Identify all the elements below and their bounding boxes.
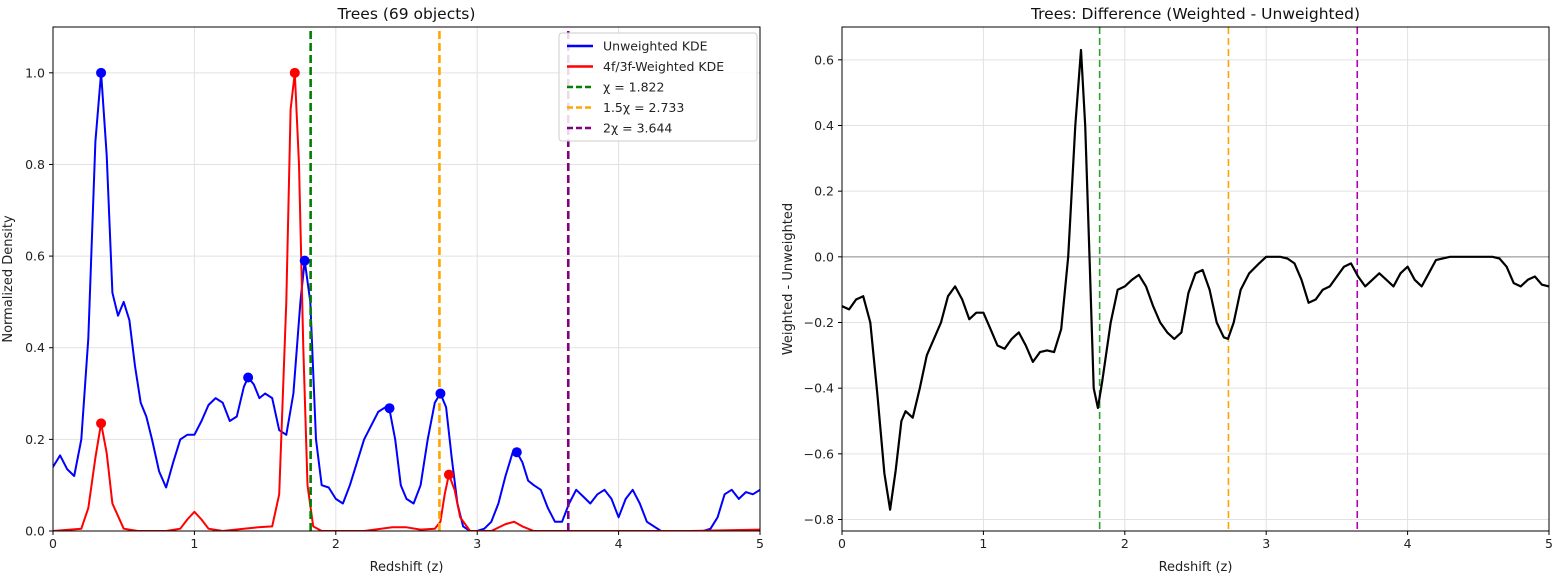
legend-label: Unweighted KDE [603, 39, 708, 54]
peak-marker [243, 372, 254, 383]
x-tick-label: 3 [1262, 536, 1270, 551]
y-tick-label: −0.2 [804, 315, 834, 330]
y-tick-label: 0.0 [814, 249, 834, 264]
y-tick-label: 0.8 [25, 157, 45, 172]
peak-marker [435, 388, 446, 399]
y-axis-label: Weighted - Unweighted [781, 203, 796, 355]
peak-marker [384, 403, 395, 414]
x-tick-label: 1 [190, 536, 198, 551]
series-line [842, 48, 1549, 511]
y-tick-label: 0.0 [25, 524, 45, 539]
y-axis-label: Normalized Density [1, 215, 16, 343]
y-tick-label: 0.4 [814, 118, 834, 133]
legend-label: 4f/3f-Weighted KDE [603, 59, 724, 74]
y-tick-label: 0.6 [814, 52, 834, 67]
peak-marker [96, 418, 107, 429]
legend-label: 1.5χ = 2.733 [603, 100, 684, 115]
x-tick-label: 5 [756, 536, 764, 551]
y-tick-label: 0.2 [25, 432, 45, 447]
x-tick-label: 3 [473, 536, 481, 551]
legend-label: 2χ = 3.644 [603, 121, 672, 136]
chart-left: 0 1 2 3 4 5 0.0 0.2 0.4 0.6 0.8 1.0 Trees (69 object… [1, 5, 764, 575]
legend-label: χ = 1.822 [603, 80, 664, 95]
peak-marker [443, 469, 454, 480]
y-tick-label: −0.4 [804, 381, 834, 396]
legend-box [558, 32, 758, 142]
y-tick-label: −0.8 [804, 512, 834, 527]
x-tick-label: 5 [1545, 536, 1553, 551]
plot-frame [52, 26, 761, 532]
x-tick-label: 0 [49, 536, 57, 551]
y-tick-label: 0.4 [25, 340, 45, 355]
x-tick-label: 0 [838, 536, 846, 551]
chart-title: Trees (69 objects) [337, 5, 476, 23]
y-tick-label: 0.2 [814, 184, 834, 199]
peak-marker [289, 67, 300, 78]
y-tick-label: 1.0 [25, 65, 45, 80]
peak-marker [299, 255, 310, 266]
plot-frame [841, 26, 1550, 532]
chart-title: Trees: Difference (Weighted - Unweighted… [1030, 5, 1360, 23]
y-tick-label: 0.6 [25, 249, 45, 264]
plot-area [842, 27, 1549, 531]
x-tick-label: 4 [615, 536, 623, 551]
x-tick-label: 4 [1404, 536, 1412, 551]
series-line [53, 71, 760, 531]
chart-right: 0 1 2 3 4 5 −0.8 −0.6 −0.4 −0.2 0.0 0.2 0.4 0.6 Trees:… [781, 5, 1553, 575]
x-tick-label: 2 [332, 536, 340, 551]
x-tick-label: 2 [1121, 536, 1129, 551]
peak-marker [511, 447, 522, 458]
peak-marker [96, 67, 107, 78]
x-axis-label: Redshift (z) [370, 560, 444, 575]
x-axis-label: Redshift (z) [1159, 560, 1233, 575]
series-line [53, 71, 760, 531]
y-tick-label: −0.6 [804, 446, 834, 461]
x-tick-label: 1 [979, 536, 987, 551]
